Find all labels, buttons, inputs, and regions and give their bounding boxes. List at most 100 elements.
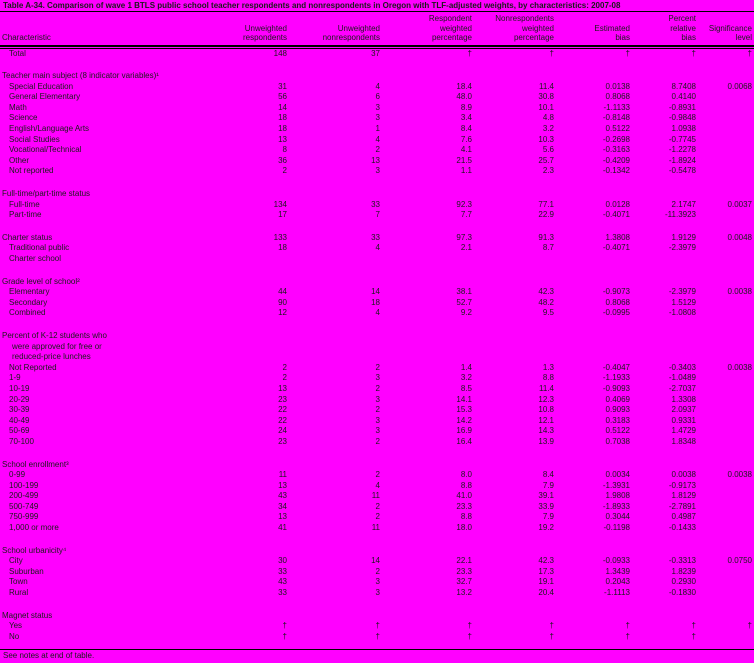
cell-value	[554, 460, 630, 471]
cell-value: †	[747, 48, 752, 58]
cell-value: 7.7	[460, 210, 472, 220]
cell-value: 7	[375, 210, 380, 220]
cell-value	[630, 460, 696, 471]
table-row: Vocational/Technical 8 2 4.1 5.6 -0.3163 -1.22…	[0, 145, 754, 156]
cell-value: †	[691, 48, 696, 58]
cell-value: 33	[278, 588, 287, 598]
cell-value: 3	[375, 113, 380, 123]
table-row: 40-49 22 3 14.2 12.1 0.3183 0.9331	[0, 416, 754, 427]
table-row: General Elementary 56 6 48.0 30.8 0.8068 0.414…	[0, 92, 754, 103]
cell-value: †	[549, 48, 554, 58]
cell-value: 8	[282, 145, 287, 155]
cell-value: 0.0038	[727, 470, 752, 480]
cell-value: 1	[375, 124, 380, 134]
cell-value	[380, 277, 472, 288]
row-label: Grade level of school²	[2, 276, 80, 286]
table-row: Math 14 3 8.9 10.1 -1.1133 -0.8931	[0, 103, 754, 114]
cell-value: 8.8	[460, 512, 472, 522]
table-row: Elementary 44 14 38.1 42.3 -0.9073 -2.3979 0.00…	[0, 287, 754, 298]
table-row: Rural 33 3 13.2 20.4 -1.1113 -0.1830	[0, 588, 754, 599]
cell-value: 1.3439	[605, 566, 630, 576]
cell-value	[554, 71, 630, 82]
cell-value	[696, 416, 752, 427]
cell-value: 6	[375, 92, 380, 102]
section-row: Grade level of school²	[0, 277, 754, 288]
cell-value: 0.0750	[727, 556, 752, 566]
table-row: Not Reported 2 2 1.4 1.3 -0.4047 -0.3403 0.0038	[0, 363, 754, 374]
cell-value	[554, 331, 630, 342]
cell-value: 7.9	[542, 480, 554, 490]
row-label: reduced-price lunches	[12, 352, 91, 362]
table-row: Part-time 17 7 7.7 22.9 -0.4071 -11.3923	[0, 210, 754, 221]
cell-value	[696, 189, 752, 200]
cell-value: 3	[375, 394, 380, 404]
cell-value: 39.1	[538, 491, 554, 501]
spacer-row	[0, 599, 754, 611]
spacer-row	[0, 59, 754, 71]
row-label: 200-499	[9, 491, 39, 501]
cell-value: †	[282, 621, 287, 631]
cell-value: 30.8	[538, 92, 554, 102]
cell-value: 38.1	[456, 287, 472, 297]
cell-value: 13	[278, 383, 287, 393]
cell-value: -0.4071	[602, 210, 630, 220]
cell-value: 23.3	[456, 501, 472, 511]
cell-value	[472, 254, 554, 265]
column-header-respondent-weighted-percentage: Respondent weighted percentage	[428, 14, 472, 42]
cell-value: 4	[375, 81, 380, 91]
cell-value: 1.4	[460, 362, 472, 372]
cell-value	[380, 254, 472, 265]
row-label: Science	[9, 113, 38, 123]
cell-value: 13.9	[538, 436, 554, 446]
section-row: Magnet status	[0, 611, 754, 622]
cell-value: 0.0068	[727, 81, 752, 91]
row-label: General Elementary	[9, 92, 81, 102]
header-rule	[0, 44, 754, 49]
cell-value: 4.1	[460, 145, 472, 155]
cell-value: 97.3	[456, 232, 472, 242]
cell-value	[287, 460, 380, 471]
row-label: School enrollment³	[2, 459, 69, 469]
page-title: Table A-34. Comparison of wave 1 BTLS pu…	[3, 1, 621, 10]
row-label: Rural	[9, 588, 29, 598]
cell-value: 2	[375, 470, 380, 480]
cell-value: -1.3931	[602, 480, 630, 490]
cell-value	[287, 331, 380, 342]
cell-value: †	[467, 48, 472, 58]
row-label: Special Education	[9, 81, 74, 91]
row-label: Yes	[9, 621, 23, 631]
section-row: School enrollment³	[0, 460, 754, 471]
cell-value: 0.8068	[605, 297, 630, 307]
row-label: 20-29	[9, 394, 30, 404]
table-row: Charter school	[0, 254, 754, 265]
cell-value: -0.9173	[668, 480, 696, 490]
cell-value	[696, 331, 752, 342]
cell-value	[696, 632, 752, 643]
row-label: English/Language Arts	[9, 124, 90, 134]
cell-value	[472, 71, 554, 82]
cell-value: -1.1933	[602, 373, 630, 383]
footnote-rule	[0, 649, 754, 650]
cell-value: 14.2	[456, 415, 472, 425]
cell-value: 92.3	[456, 199, 472, 209]
cell-value: 11	[371, 523, 380, 533]
cell-value	[472, 277, 554, 288]
row-label: Traditional public	[9, 243, 70, 253]
cell-value: 0.3044	[605, 512, 630, 522]
table-row: 1-9 2 3 3.2 8.8 -1.1933 -1.0489	[0, 373, 754, 384]
cell-value: 0.5122	[605, 426, 630, 436]
cell-value: 10.8	[538, 405, 554, 415]
cell-value: †	[549, 631, 554, 641]
cell-value: -1.1113	[604, 588, 630, 598]
cell-value: 33	[371, 232, 380, 242]
column-header-unweighted-respondents: Unweighted respondents	[242, 23, 287, 43]
cell-value: 0.3183	[605, 415, 630, 425]
cell-value: 8.5	[460, 383, 472, 393]
cell-value: 8.7408	[671, 81, 696, 91]
table-row: Science 18 3 3.4 4.8 -0.8148 -0.9848	[0, 113, 754, 124]
cell-value: 34	[278, 501, 287, 511]
row-label: Percent of K-12 students who	[2, 330, 107, 340]
title-rule	[0, 11, 754, 12]
row-label: Elementary	[9, 287, 50, 297]
cell-value: -0.4071	[602, 243, 630, 253]
